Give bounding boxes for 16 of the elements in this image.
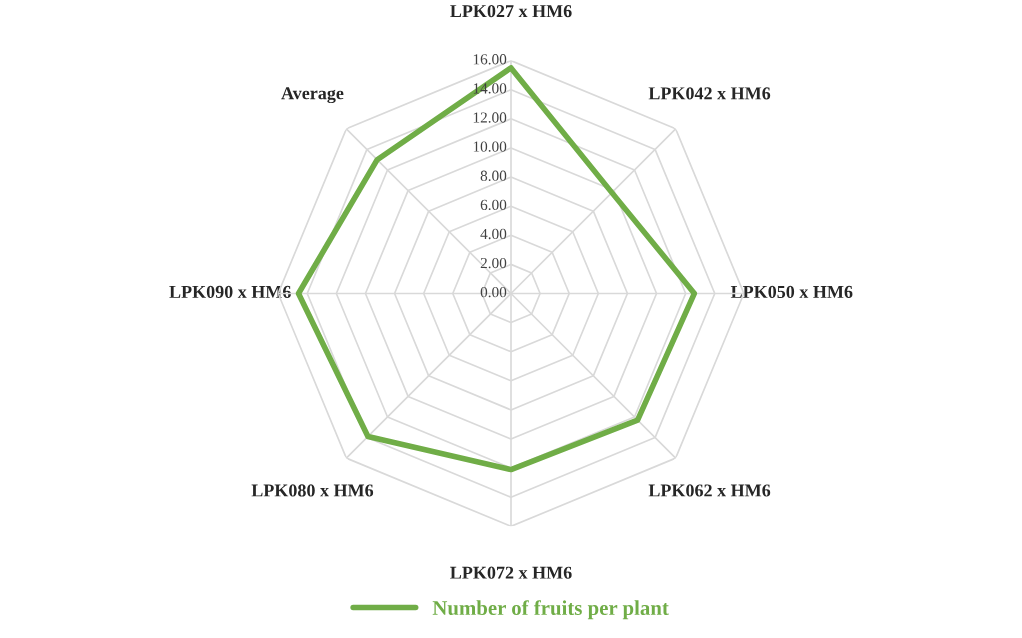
y-tick-label: 12.00 xyxy=(473,112,507,123)
y-tick-label: 16.00 xyxy=(473,54,507,65)
spoke-label: LPK042 x HM6 xyxy=(648,87,771,100)
y-tick-label: 6.00 xyxy=(480,199,507,211)
y-tick-label: 2.00 xyxy=(480,257,507,269)
spoke-label: LPK072 x HM6 xyxy=(450,566,572,579)
y-tick-label: 0.00 xyxy=(480,286,507,298)
spoke-label: LPK050 x HM6 xyxy=(730,285,853,298)
y-tick-label: 10.00 xyxy=(473,141,507,152)
y-tick-label: 4.00 xyxy=(480,228,507,240)
spoke-label: LPK062 x HM6 xyxy=(648,484,771,497)
y-tick-label: 8.00 xyxy=(480,170,507,181)
spoke-label: LPK080 x HM6 xyxy=(251,484,374,497)
spoke-label: LPK027 x HM6 xyxy=(450,5,572,18)
spoke-label: Average xyxy=(281,87,344,104)
legend-label: Number of fruits per plant xyxy=(432,600,669,620)
